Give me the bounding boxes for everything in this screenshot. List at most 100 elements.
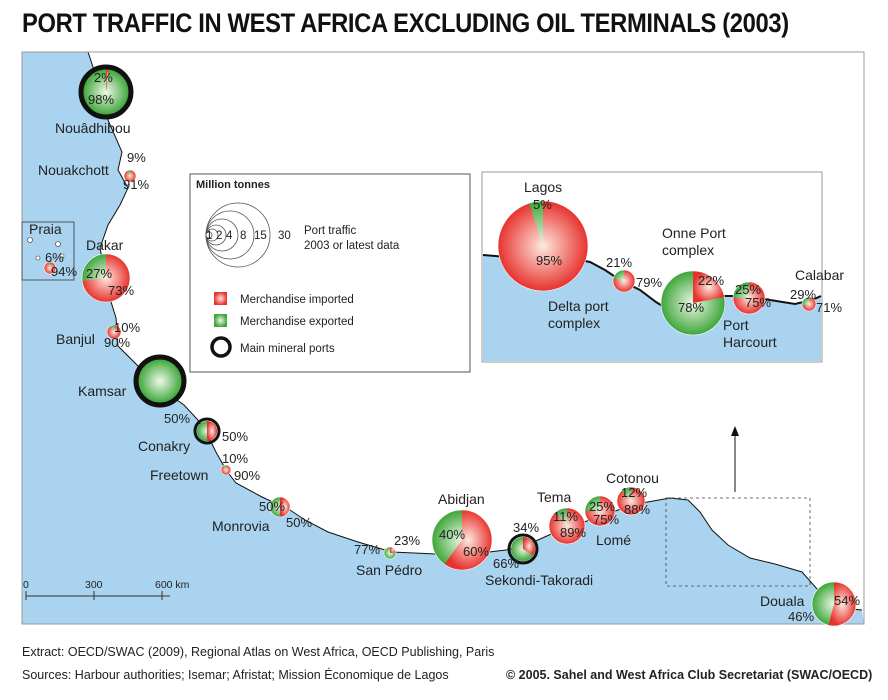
- pct-label: 25%: [735, 282, 761, 297]
- port-name-abidjan: Abidjan: [438, 491, 485, 507]
- pie-outline: [732, 281, 766, 315]
- pct-label: 94%: [51, 264, 77, 279]
- scale-caption: 2003 or latest data: [304, 240, 400, 252]
- pct-label: 21%: [606, 255, 632, 270]
- exported-slice: [138, 359, 182, 403]
- port-name-praia: Praia: [29, 221, 62, 237]
- scale-tick: 600 km: [155, 579, 190, 591]
- pct-label: 89%: [560, 525, 586, 540]
- scale-value: 15: [254, 230, 267, 242]
- map-title: PORT TRAFFIC IN WEST AFRICA EXCLUDING OI…: [22, 8, 789, 38]
- imported-swatch: [214, 292, 227, 305]
- pie-onne-port-complex: [660, 270, 726, 336]
- pct-label: 40%: [439, 527, 465, 542]
- pct-label: 77%: [354, 542, 380, 557]
- pct-label: 66%: [493, 556, 519, 571]
- pie-outline: [269, 496, 291, 518]
- port-name-monrovia: Monrovia: [212, 518, 270, 534]
- pct-label: 75%: [745, 295, 771, 310]
- pct-label: 54%: [834, 593, 860, 608]
- pie-nou-dhibou: [78, 64, 134, 120]
- imported-slice: [444, 510, 493, 570]
- pct-label: 11%: [553, 509, 578, 524]
- pct-label: 50%: [259, 499, 285, 514]
- imported-slice: [44, 262, 57, 274]
- scale-value: 2: [216, 230, 222, 242]
- island: [27, 237, 33, 243]
- scale-value: 1: [206, 230, 212, 242]
- pct-label: 78%: [678, 300, 704, 315]
- mineral-port-ring: [78, 64, 134, 120]
- pct-label: 50%: [222, 429, 248, 444]
- legend-heading: Million tonnes: [196, 179, 270, 191]
- pct-label: 22%: [698, 273, 724, 288]
- pct-label: 12%: [621, 485, 647, 500]
- pct-label: 75%: [593, 512, 619, 527]
- footer-sources: Sources: Harbour authorities; Isemar; Af…: [22, 668, 449, 682]
- pie-abidjan: [431, 509, 493, 571]
- pie-outline: [43, 261, 57, 275]
- inset-extent-box: [665, 497, 811, 587]
- pie-outline: [220, 464, 232, 476]
- pct-label: 29%: [790, 287, 816, 302]
- pct-label: 5%: [533, 197, 552, 212]
- port-name-delta: Delta port complex: [548, 298, 609, 331]
- pct-label: 60%: [463, 544, 489, 559]
- footer-extract: Extract: OECD/SWAC (2009), Regional Atla…: [22, 645, 495, 659]
- inset-arrowhead: [731, 426, 739, 436]
- pie-outline: [616, 486, 646, 516]
- imported-slice: [390, 547, 396, 553]
- pct-label: 34%: [513, 520, 539, 535]
- port-name-dakar: Dakar: [86, 237, 124, 253]
- port-name-douala: Douala: [760, 593, 805, 609]
- imported-slice: [82, 254, 130, 302]
- pct-label: 79%: [636, 275, 662, 290]
- pct-label: 23%: [394, 533, 420, 548]
- imported-slice: [498, 201, 589, 292]
- imported-slice: [549, 508, 585, 544]
- imported-slice: [733, 282, 765, 314]
- pie-praia: [43, 261, 57, 275]
- pct-label: 50%: [286, 515, 312, 530]
- pct-label: 27%: [86, 266, 112, 281]
- port-name-cotonou: Cotonou: [606, 470, 659, 486]
- pct-label: 25%: [589, 499, 615, 514]
- coastline: [87, 51, 863, 611]
- pie-dakar: [81, 253, 131, 303]
- pct-label: 6%: [45, 250, 64, 265]
- port-name-freetown: Freetown: [150, 467, 208, 483]
- pie-sekondi-takoradi: [507, 533, 539, 565]
- pie-calabar: [801, 296, 817, 312]
- port-name-tema: Tema: [537, 489, 571, 505]
- pie-outline: [584, 495, 616, 527]
- pie-tema: [548, 507, 586, 545]
- pct-label: 90%: [234, 468, 260, 483]
- legend: Million tonnes 1 2 4 8 15 30 Port traffi…: [189, 173, 471, 373]
- port-name-lome: Lomé: [596, 532, 631, 548]
- pie-outline: [660, 270, 726, 336]
- pie-outline: [497, 200, 589, 292]
- pie-outline: [383, 546, 397, 560]
- pct-label: 50%: [164, 411, 190, 426]
- exported-swatch: [214, 314, 227, 327]
- footer-credit: © 2005. Sahel and West Africa Club Secre…: [506, 668, 873, 682]
- imported-slice: [221, 465, 232, 475]
- pct-label: 46%: [788, 609, 814, 624]
- port-name-lagos: Lagos: [524, 179, 562, 195]
- imported-slice: [207, 421, 217, 441]
- pct-label: 91%: [123, 177, 149, 192]
- pct-label: 10%: [222, 451, 248, 466]
- island: [35, 255, 41, 261]
- scale-circles: [205, 202, 271, 268]
- imported-slice: [693, 271, 725, 303]
- imported-slice: [107, 325, 121, 339]
- pie-banjul: [106, 324, 122, 340]
- pie-outline: [106, 324, 122, 340]
- ocean: [22, 52, 864, 624]
- legend-exported: Merchandise exported: [240, 316, 354, 328]
- pie-outline: [81, 253, 131, 303]
- pie-outline: [612, 269, 636, 293]
- pie-cotonou: [616, 486, 646, 516]
- pie-lom-: [584, 495, 616, 527]
